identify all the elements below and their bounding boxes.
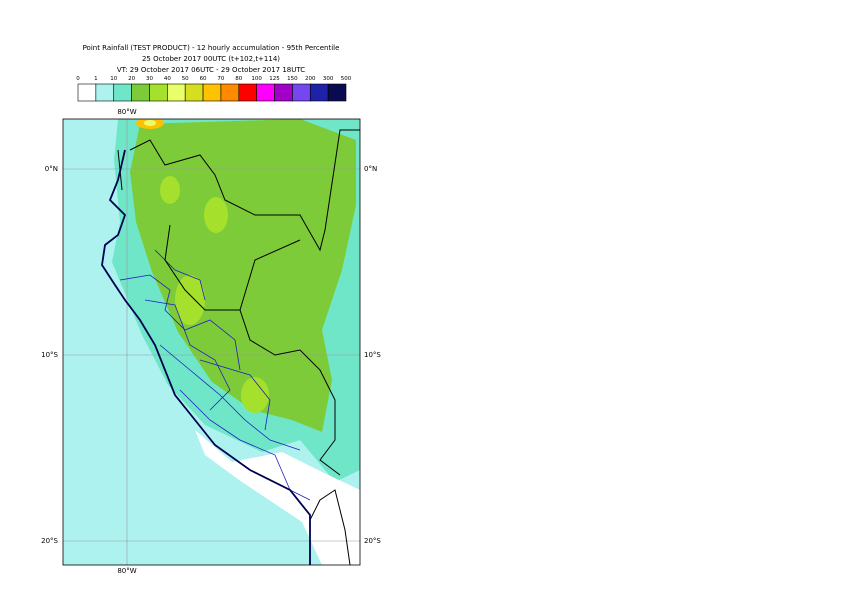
title-block: Point Rainfall (TEST PRODUCT) - 12 hourl… [83, 44, 340, 74]
legend-label: 10 [110, 76, 117, 82]
legend-label: 80 [235, 76, 242, 82]
lat-label: 0°N [364, 165, 377, 173]
legend-swatch [113, 83, 132, 102]
provinces [119, 249, 311, 501]
rain-zone [144, 120, 156, 126]
lat-label: 20°S [364, 537, 381, 545]
legend-swatch [327, 83, 347, 102]
legend-swatch [77, 83, 97, 102]
legend-label: 1 [94, 76, 98, 82]
legend-swatch [95, 83, 115, 102]
legend-label: 300 [323, 76, 334, 82]
legend-label: 150 [287, 76, 298, 82]
rain-zone [204, 197, 228, 233]
legend-swatch [202, 83, 222, 102]
legend-swatch [184, 83, 204, 102]
legend-swatch [149, 83, 168, 102]
title-line: 25 October 2017 00UTC (t+102,t+114) [142, 55, 280, 63]
rain-zone [175, 275, 205, 325]
legend-label: 20 [128, 76, 135, 82]
legend: 0 1 10 20 30 40 50 60 70 80 100 125 150 200 300 500 [76, 76, 352, 102]
legend-label: 70 [217, 76, 224, 82]
title-line: VT: 29 October 2017 06UTC - 29 October 2… [117, 66, 305, 74]
legend-swatch [274, 83, 293, 102]
lon-label: 80°W [117, 108, 136, 116]
legend-swatch [131, 83, 150, 102]
legend-swatch [292, 83, 311, 102]
coastline [101, 149, 311, 565]
lat-label: 20°S [41, 537, 58, 545]
lat-label: 10°S [41, 351, 58, 359]
lon-label: 80°W [117, 567, 136, 575]
rain-zone [195, 430, 360, 565]
legend-label: 500 [341, 76, 352, 82]
legend-label: 125 [269, 76, 280, 82]
graticule [63, 119, 360, 565]
lat-label: 0°N [45, 165, 58, 173]
map-frame [62, 118, 361, 566]
rain-zone [160, 176, 180, 204]
map: 80°W 80°W 0°N 0°N 10°S 10°S 20°S 20°S [41, 108, 381, 575]
legend-label: 0 [76, 76, 80, 82]
lat-label: 10°S [364, 351, 381, 359]
legend-label: 40 [164, 76, 171, 82]
borders [117, 129, 360, 565]
legend-swatch [167, 83, 186, 102]
legend-swatch [309, 83, 329, 102]
rain-zone [130, 119, 356, 432]
legend-label: 100 [251, 76, 262, 82]
legend-label: 30 [146, 76, 153, 82]
legend-swatch [238, 83, 257, 102]
legend-swatch [220, 83, 240, 102]
legend-swatch [256, 83, 275, 102]
legend-label: 60 [200, 76, 207, 82]
rain-zone [241, 377, 269, 413]
legend-label: 200 [305, 76, 316, 82]
legend-label: 50 [182, 76, 189, 82]
title-line: Point Rainfall (TEST PRODUCT) - 12 hourl… [83, 44, 340, 52]
